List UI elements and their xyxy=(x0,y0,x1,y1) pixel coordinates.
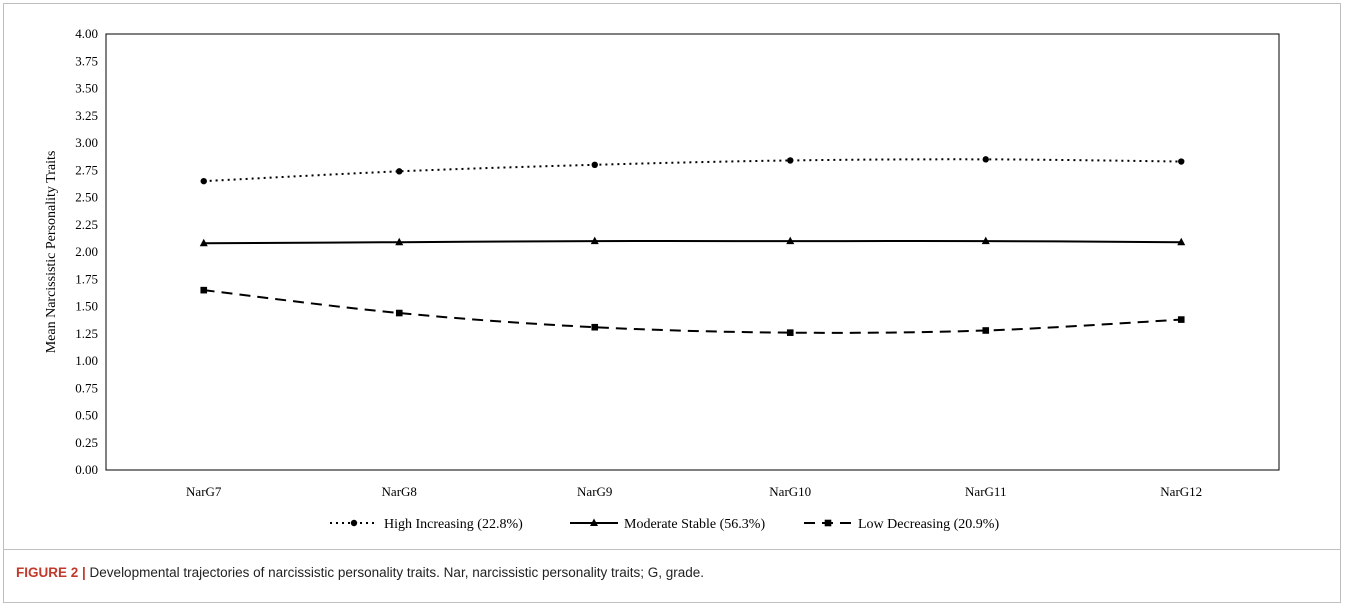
legend-marker xyxy=(590,518,598,526)
data-point xyxy=(591,323,599,331)
y-tick-label: 3.25 xyxy=(75,108,98,123)
data-point xyxy=(787,157,794,164)
legend-label: Moderate Stable (56.3%) xyxy=(624,517,765,532)
figure-label: FIGURE 2 | xyxy=(16,565,86,580)
y-tick-label: 0.25 xyxy=(75,435,98,450)
data-point xyxy=(590,236,599,245)
y-tick-label: 0.75 xyxy=(75,380,98,395)
y-tick-label: 2.25 xyxy=(75,217,98,232)
data-point xyxy=(982,156,989,163)
y-tick-label: 0.00 xyxy=(75,462,98,477)
series-lines xyxy=(199,156,1186,336)
y-tick-label: 0.50 xyxy=(75,408,98,423)
legend-marker xyxy=(350,519,358,527)
y-tick-label: 3.00 xyxy=(75,135,98,150)
data-point xyxy=(1178,158,1185,165)
legend: High Increasing (22.8%) Moderate Stable (… xyxy=(330,517,999,532)
data-point xyxy=(395,309,403,317)
data-point xyxy=(591,161,598,168)
x-tick-label: NarG11 xyxy=(965,484,1006,499)
data-point xyxy=(981,236,990,245)
plot-area xyxy=(105,33,1280,471)
data-point xyxy=(1177,237,1186,246)
y-tick-label: 1.75 xyxy=(75,271,98,286)
data-point xyxy=(786,329,794,336)
data-point xyxy=(1177,316,1185,323)
x-tick-label: NarG9 xyxy=(577,484,612,499)
series-line-3 xyxy=(203,289,1182,334)
legend-label: Low Decreasing (20.9%) xyxy=(858,517,999,532)
data-point xyxy=(786,236,795,245)
y-tick-label: 4.00 xyxy=(75,26,98,41)
caption-divider xyxy=(4,549,1340,550)
x-axis-ticks: NarG7 NarG8 NarG9 NarG10 NarG11 NarG12 xyxy=(186,484,1202,499)
y-axis-label: Mean Narcissistic Personality Traits xyxy=(44,151,59,354)
caption-text: Developmental trajectories of narcissist… xyxy=(85,565,705,580)
data-point xyxy=(396,168,403,175)
data-point xyxy=(199,238,208,247)
x-tick-label: NarG12 xyxy=(1160,484,1202,499)
x-tick-label: NarG10 xyxy=(769,484,811,499)
figure-frame: 0.00 0.25 0.50 0.75 1.00 1.25 1.50 1.75 2.00 2.25… xyxy=(3,3,1341,603)
y-tick-label: 2.75 xyxy=(75,162,98,177)
data-point xyxy=(982,327,990,334)
y-tick-label: 1.25 xyxy=(75,326,98,341)
y-tick-label: 2.50 xyxy=(75,190,98,205)
y-tick-label: 3.75 xyxy=(75,53,98,68)
figure-caption: FIGURE 2 | Developmental trajectories of… xyxy=(16,565,1326,580)
series-line-2 xyxy=(203,240,1182,245)
legend-label: High Increasing (22.8%) xyxy=(384,517,523,532)
y-tick-label: 3.50 xyxy=(75,81,98,96)
y-tick-label: 1.50 xyxy=(75,299,98,314)
y-tick-label: 1.00 xyxy=(75,353,98,368)
legend-marker xyxy=(824,519,832,527)
y-tick-label: 2.00 xyxy=(75,244,98,259)
x-tick-label: NarG7 xyxy=(186,484,222,499)
x-tick-label: NarG8 xyxy=(382,484,417,499)
y-axis-ticks: 0.00 0.25 0.50 0.75 1.00 1.25 1.50 1.75 2.00 2.25… xyxy=(75,26,98,477)
line-chart: 0.00 0.25 0.50 0.75 1.00 1.25 1.50 1.75 2.00 2.25… xyxy=(44,26,1280,532)
data-point xyxy=(200,286,208,294)
data-point xyxy=(395,237,404,246)
series-line-1 xyxy=(203,158,1182,183)
data-point xyxy=(200,177,207,185)
